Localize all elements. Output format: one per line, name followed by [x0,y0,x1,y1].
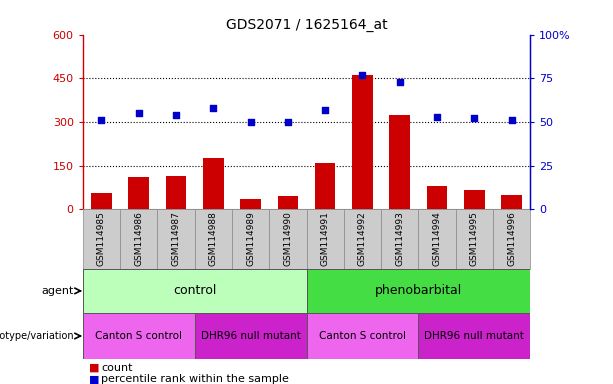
Text: GSM114986: GSM114986 [134,211,143,266]
Text: count: count [101,363,132,373]
Text: Canton S control: Canton S control [95,331,182,341]
Bar [501,195,522,209]
Bar [389,115,410,209]
Bar [129,177,149,209]
Text: ■: ■ [89,374,99,384]
Text: GSM114996: GSM114996 [507,211,516,266]
Text: DHR96 null mutant: DHR96 null mutant [200,331,300,341]
Text: DHR96 null mutant: DHR96 null mutant [424,331,524,341]
Bar [306,269,530,313]
Point [507,117,517,123]
Point [134,110,143,116]
Bar [203,158,224,209]
Text: GSM114987: GSM114987 [172,211,180,266]
Bar [418,313,530,359]
Bar [278,196,298,209]
Bar [455,209,493,269]
Bar [306,313,418,359]
Title: GDS2071 / 1625164_at: GDS2071 / 1625164_at [226,18,387,32]
Bar [91,193,112,209]
Bar [83,269,306,313]
Point [395,79,405,85]
Text: GSM114994: GSM114994 [433,211,441,266]
Bar [83,209,120,269]
Bar [381,209,418,269]
Bar [464,190,484,209]
Text: ■: ■ [89,363,99,373]
Bar [315,163,335,209]
Text: GSM114989: GSM114989 [246,211,255,266]
Point [320,107,330,113]
Bar [306,209,344,269]
Text: GSM114995: GSM114995 [470,211,479,266]
Text: GSM114992: GSM114992 [358,211,367,266]
Bar [352,75,373,209]
Point [470,115,479,121]
Point [96,117,106,123]
Text: Canton S control: Canton S control [319,331,406,341]
Text: genotype/variation: genotype/variation [0,331,74,341]
Bar [232,209,269,269]
Text: GSM114985: GSM114985 [97,211,106,266]
Point [432,114,442,120]
Text: agent: agent [42,286,74,296]
Text: GSM114988: GSM114988 [209,211,218,266]
Bar [166,176,186,209]
Text: GSM114991: GSM114991 [321,211,330,266]
Text: GSM114990: GSM114990 [283,211,292,266]
Text: control: control [173,285,216,297]
Point [283,119,293,125]
Bar [269,209,306,269]
Point [246,119,256,125]
Bar [120,209,158,269]
Bar [493,209,530,269]
Bar [240,199,261,209]
Point [357,72,367,78]
Bar [83,313,195,359]
Bar [195,313,306,359]
Point [171,112,181,118]
Point [208,105,218,111]
Bar [427,186,447,209]
Bar [344,209,381,269]
Bar [195,209,232,269]
Text: percentile rank within the sample: percentile rank within the sample [101,374,289,384]
Bar [158,209,195,269]
Text: phenobarbital: phenobarbital [375,285,462,297]
Bar [418,209,455,269]
Text: GSM114993: GSM114993 [395,211,404,266]
